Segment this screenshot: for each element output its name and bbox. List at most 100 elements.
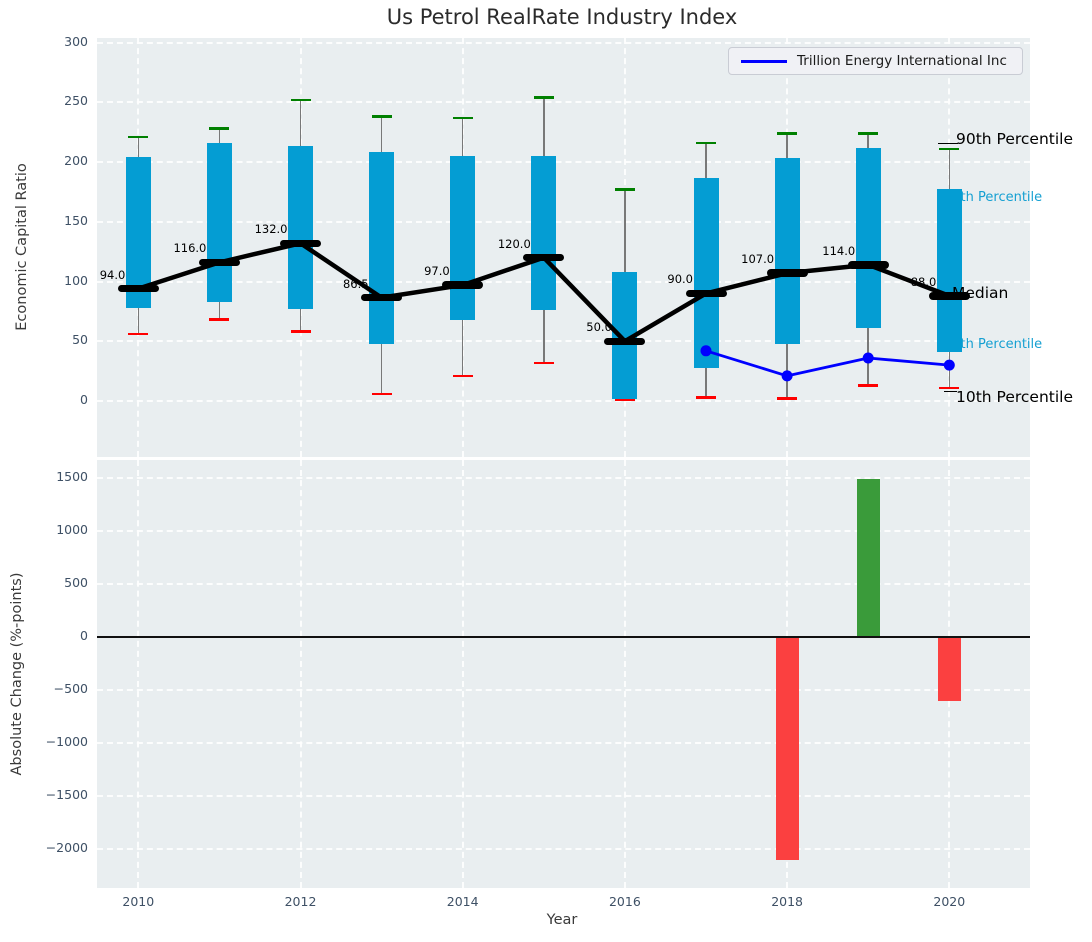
median-value-label: 88.0 [910,274,937,289]
median-marker [604,337,646,345]
y-tick-label: −500 [53,680,88,696]
median-marker [523,253,565,262]
median-marker [442,281,484,289]
whisker-cap-high [290,98,311,102]
whisker-cap-high [371,115,392,118]
gridline-h [97,847,1030,850]
gridline-h [97,101,1030,104]
median-value-label: 132.0 [254,222,288,237]
x-tick-label: 2010 [122,894,155,909]
change-bar [937,636,961,702]
box [855,147,881,329]
whisker-cap-high [858,132,879,135]
gridline-h [97,794,1030,797]
gridline-h [97,220,1030,223]
legend: Trillion Energy International Inc [728,47,1023,75]
whisker-cap-low [939,386,960,390]
median-marker [361,293,403,302]
legend-line-sample-icon [741,59,787,63]
box [531,156,557,311]
whisker-cap-low [452,374,473,378]
box [693,177,719,368]
whisker-cap-low [533,361,554,364]
whisker-cap-low [290,330,311,333]
whisker-cap-high [614,188,635,191]
y-tick-label: 150 [64,212,88,228]
median-value-label: 114.0 [822,243,856,258]
gridline-h [97,161,1030,163]
x-tick-label: 2012 [284,894,317,909]
gridline-v [299,460,302,888]
y-tick-label: 250 [64,93,88,109]
median-marker [280,239,321,247]
annotation-75th-percentile: 75th Percentile [944,190,1043,205]
top-y-axis-label: Economic Capital Ratio [14,163,30,331]
change-bar [775,636,799,861]
median-marker [198,258,240,267]
x-tick-label: 2018 [771,894,803,909]
whisker-cap-low [128,332,149,336]
gridline-h [97,41,1030,44]
change-bar [856,478,880,637]
annotation-10th-percentile: 10th Percentile [956,388,1074,406]
gridline-h [97,340,1030,343]
annotation-leader-90th [938,143,958,144]
bottom-y-axis-label: Absolute Change (%-points) [9,572,25,776]
whisker-cap-high [777,132,798,135]
whisker-cap-low [777,397,798,400]
y-tick-label: 1000 [56,521,88,537]
gridline-v [461,460,464,888]
gridline-h [97,741,1030,744]
y-tick-label: 50 [72,332,88,348]
median-value-label: 86.5 [342,276,369,291]
y-tick-label: 300 [64,33,88,49]
median-value-label: 90.0 [667,272,693,287]
whisker-cap-high [128,135,149,139]
median-value-label: 50.0 [586,320,612,335]
box [612,271,638,399]
zero-axis-line [97,636,1030,638]
y-tick-label: 0 [80,627,88,643]
median-marker [117,284,159,293]
y-tick-label: 200 [64,153,88,168]
gridline-v [137,460,140,888]
whisker-cap-high [452,116,473,120]
gridline-h [97,688,1030,691]
median-value-label: 107.0 [741,252,775,267]
y-tick-label: −2000 [45,839,88,855]
box [936,189,962,352]
x-tick-label: 2016 [608,894,641,909]
y-tick-label: −1500 [45,786,88,802]
whisker-cap-low [696,396,716,399]
median-marker [847,261,889,269]
whisker-cap-high [209,127,230,130]
median-value-label: 97.0 [424,264,450,279]
median-marker [685,289,727,298]
gridline-h [97,400,1030,402]
annotation-median: Median [952,284,1009,302]
whisker-cap-high [939,147,960,151]
y-tick-label: 1500 [56,468,88,484]
y-tick-label: 0 [80,392,88,407]
y-tick-label: 100 [64,272,88,288]
x-axis-label: Year [546,912,578,928]
median-value-label: 94.0 [99,267,126,282]
gridline-h [97,529,1030,532]
chart-title: Us Petrol RealRate Industry Index [386,5,738,29]
whisker-cap-low [614,398,635,402]
x-tick-label: 2014 [446,894,479,909]
median-value-label: 120.0 [497,236,531,251]
x-tick-label: 2020 [933,894,966,909]
whisker-cap-high [696,141,716,145]
annotation-90th-percentile: 90th Percentile [956,130,1074,148]
whisker-cap-low [858,384,879,387]
median-marker [766,269,808,277]
annotation-25th-percentile: 25th Percentile [944,337,1043,352]
bottom-panel [97,460,1030,888]
top-panel [97,38,1030,457]
legend-label: Trillion Energy International Inc [797,53,1007,69]
annotation-leader-10th [944,391,957,392]
y-tick-label: 500 [64,574,88,590]
whisker-cap-low [371,392,392,396]
